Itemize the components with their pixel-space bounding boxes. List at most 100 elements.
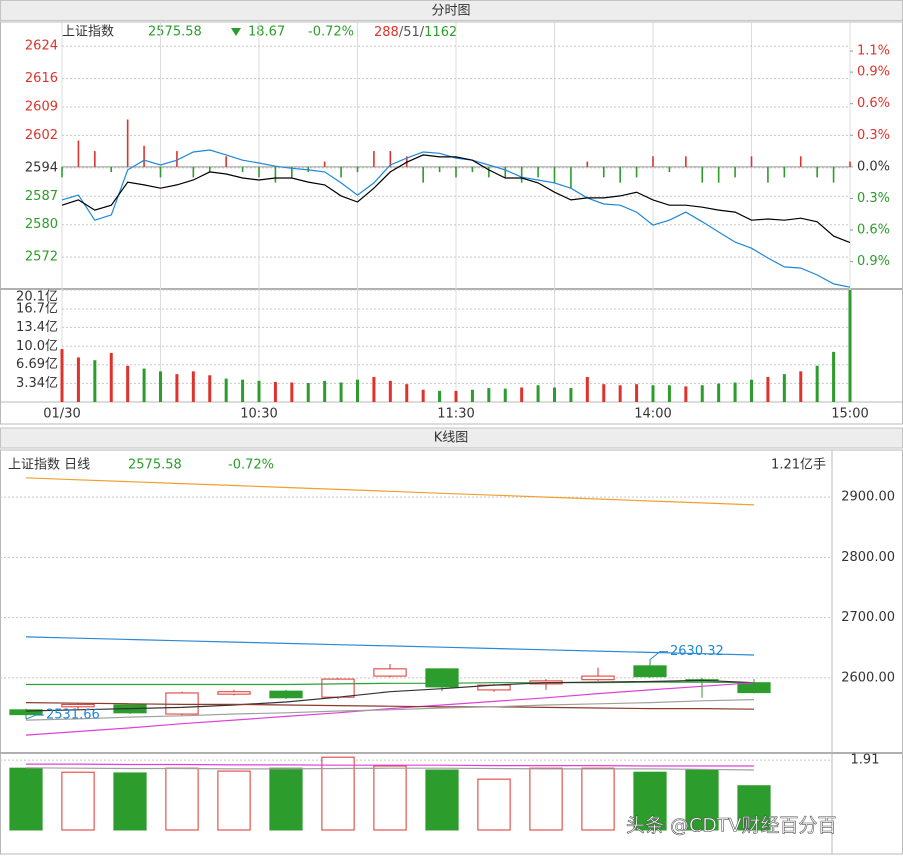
volume-bar (388, 380, 392, 402)
y-tick-label: 2572 (25, 250, 58, 265)
breadth-bar (77, 140, 80, 167)
volume-tick-label: 13.4亿 (16, 320, 58, 335)
min-arrow (25, 714, 44, 720)
k-tick-label: 2700.00 (841, 610, 895, 625)
y-tick-label: 2624 (25, 39, 58, 54)
candle-body (425, 668, 459, 688)
volume-bar (487, 388, 491, 402)
plots: 01/30 10:30 11:30 14:00 15:00 2624 2616 2609 260… (0, 22, 895, 831)
breadth-bar (537, 166, 539, 178)
y-tick-label: 2609 (25, 99, 58, 114)
breadth-bar (701, 166, 704, 183)
vol-ma-line (26, 763, 754, 767)
volume-bar (257, 380, 261, 402)
candle-body (269, 690, 303, 699)
y-tick-label: 2594 (25, 160, 58, 175)
volume-bar (109, 352, 113, 402)
breadth-bar (208, 166, 211, 173)
breadth-bar (504, 166, 507, 178)
kvol-bar (217, 770, 251, 831)
volume-bar (438, 390, 442, 402)
y2-tick-label: 0.3% (857, 128, 890, 143)
breadth-bar (849, 161, 851, 167)
volume-bar (700, 385, 704, 402)
breadth-bar (192, 166, 195, 178)
y2-tick-label: 0.6% (857, 96, 890, 111)
volume-bar (421, 389, 425, 402)
flat-count: 51 (403, 25, 420, 40)
kvol-bar (113, 772, 147, 831)
volume-tick-label: 3.34亿 (16, 376, 58, 391)
quote-price: 2575.58 (148, 25, 202, 40)
max-annotation: 2630.32 (670, 644, 724, 659)
breadth-bar (258, 166, 260, 178)
kvol-bar (633, 771, 667, 831)
candle-body (633, 665, 667, 678)
volume-bar (536, 385, 540, 402)
volume-bar (782, 374, 786, 402)
ma-line (25, 682, 755, 736)
breadth-bar (389, 151, 392, 167)
price-line (61, 154, 851, 244)
volume-bar (585, 376, 589, 402)
volume-bar (126, 365, 130, 402)
volume-bar (684, 386, 688, 402)
breadth-bar (94, 151, 96, 167)
breadth-bar (126, 119, 129, 167)
volume-bar (733, 382, 737, 402)
volume-bar (208, 375, 212, 402)
y-tick-label: 2580 (25, 217, 58, 232)
y-tick-label: 2587 (25, 189, 58, 204)
volume-bar (667, 385, 671, 402)
price-line (61, 149, 851, 288)
quote-change: 18.67 (248, 25, 285, 40)
volume-bar (635, 384, 639, 402)
volume-tick-label: 6.69亿 (16, 357, 58, 372)
watermark: 头条 @CDTV财经百分百 (626, 815, 837, 837)
volume-bar (832, 351, 836, 402)
breadth-bar (783, 166, 786, 178)
breadth-bar (668, 166, 671, 173)
breadth-bar (176, 151, 178, 167)
candle-body (217, 691, 251, 695)
kline-volume: 1.21亿手 (771, 458, 826, 473)
volume-bar (76, 357, 80, 402)
breadth-bar (110, 166, 113, 173)
volume-bar (372, 376, 376, 402)
k-tick-label: 2800.00 (841, 550, 895, 565)
breadth-bar (520, 166, 523, 183)
volume-bar (290, 382, 294, 402)
ma-line (25, 636, 755, 656)
breadth-bar (291, 166, 293, 178)
breadth-bar (767, 166, 769, 183)
breadth-bar (602, 166, 605, 178)
volume-bar (766, 376, 770, 402)
volume-bar (651, 385, 655, 402)
kvol-bar (321, 756, 355, 831)
kvol-bar (373, 765, 407, 831)
kvol-bar (529, 767, 563, 831)
breadth-bar (816, 166, 818, 178)
breadth-bar (143, 145, 145, 167)
down-arrow-icon (231, 28, 241, 36)
volume-bar (159, 371, 162, 402)
volume-bar (602, 384, 606, 402)
breadth-bar (159, 166, 162, 178)
min-annotation: 2531.66 (46, 708, 100, 723)
quote-name: 上证指数 (62, 25, 114, 40)
breadth-bar (274, 166, 277, 183)
volume-bar (306, 383, 310, 402)
intraday-title: 分时图 (431, 4, 470, 19)
breadth-bar (652, 156, 654, 167)
candle-body (321, 678, 355, 698)
kline-price: 2575.58 (128, 458, 182, 473)
volume-bar (142, 368, 146, 402)
ma-line (25, 679, 755, 712)
kline-name: 上证指数 日线 (8, 458, 90, 473)
volume-bar (569, 388, 573, 402)
breadth-bar (570, 166, 572, 188)
breadth-bar (832, 166, 835, 183)
breadth-bar (619, 166, 621, 183)
y-tick-label: 2616 (25, 71, 58, 86)
breadth-bar (61, 166, 63, 178)
